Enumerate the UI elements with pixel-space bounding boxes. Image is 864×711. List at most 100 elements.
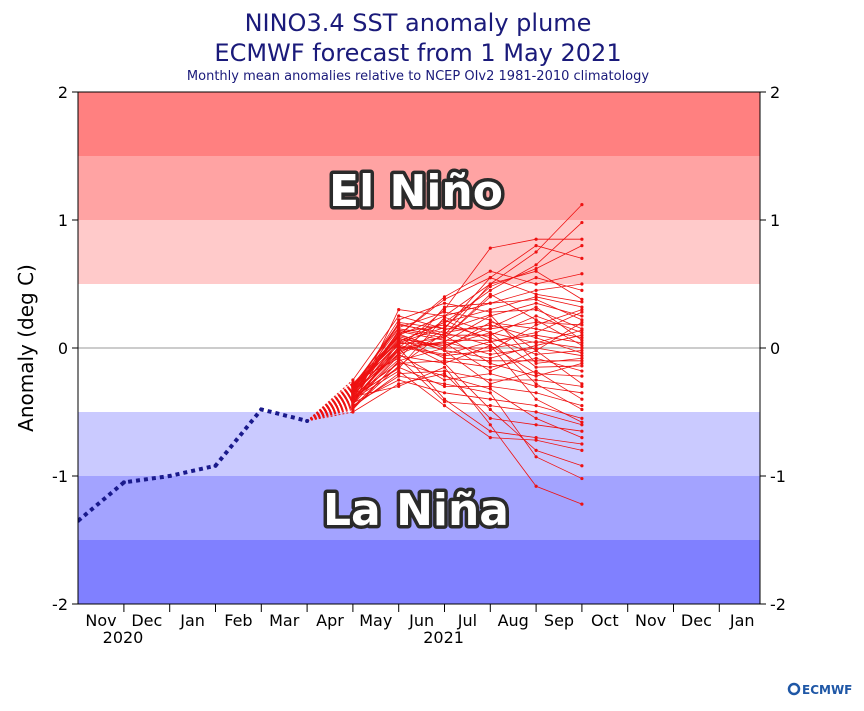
forecast-point <box>488 325 492 330</box>
forecast-point <box>397 372 401 376</box>
forecast-point <box>397 325 401 330</box>
forecast-point <box>442 359 447 363</box>
forecast-line <box>352 298 583 401</box>
forecast-point <box>534 318 538 322</box>
forecast-line <box>352 270 583 390</box>
forecast-point <box>534 292 538 296</box>
forecast-point <box>534 436 538 440</box>
forecast-plume <box>306 203 584 506</box>
x-year-label: 2020 <box>103 628 144 647</box>
forecast-point <box>534 320 538 324</box>
forecast-point <box>488 313 492 317</box>
forecast-point <box>534 397 538 401</box>
forecast-point <box>442 325 447 330</box>
forecast-point <box>442 310 447 314</box>
forecast-point <box>580 391 584 395</box>
forecast-point <box>397 374 401 378</box>
forecast-point <box>488 292 492 296</box>
forecast-point <box>442 374 447 378</box>
y-tick-label-right: 0 <box>770 339 780 358</box>
x-month-label: Mar <box>269 611 300 630</box>
forecast-point <box>488 331 492 335</box>
anomaly-bands <box>78 92 760 604</box>
forecast-point <box>580 397 584 401</box>
forecast-point <box>534 305 538 309</box>
forecast-point <box>488 346 492 350</box>
forecast-point <box>580 416 584 420</box>
forecast-point <box>397 354 401 358</box>
forecast-line <box>352 344 583 423</box>
chart-subtitle: Monthly mean anomalies relative to NCEP … <box>187 69 649 84</box>
forecast-line <box>352 309 583 404</box>
forecast-point <box>488 356 492 360</box>
forecast-point <box>534 276 538 280</box>
x-month-label: Jul <box>457 611 477 630</box>
forecast-point <box>580 297 584 301</box>
chart-title-line2: ECMWF forecast from 1 May 2021 <box>214 39 621 67</box>
y-tick-label-left: 0 <box>58 339 68 358</box>
forecast-point <box>534 333 538 337</box>
forecast-point <box>488 423 492 427</box>
forecast-point <box>534 288 538 292</box>
y-tick-label-left: 1 <box>58 211 68 230</box>
forecast-member <box>306 276 584 422</box>
forecast-point <box>488 284 492 289</box>
band-4 <box>78 412 760 476</box>
forecast-point <box>534 384 538 388</box>
forecast-line <box>352 361 583 438</box>
forecast-point <box>488 378 492 382</box>
forecast-point <box>580 361 584 365</box>
forecast-point <box>580 333 584 337</box>
forecast-line <box>352 316 583 397</box>
forecast-point <box>488 365 492 369</box>
forecast-point <box>488 343 492 348</box>
forecast-point <box>442 336 447 340</box>
forecast-point <box>580 320 584 324</box>
forecast-point <box>534 391 538 395</box>
forecast-point <box>397 364 401 368</box>
observed-point <box>78 518 81 523</box>
forecast-point <box>488 391 492 395</box>
forecast-point <box>534 359 538 363</box>
forecast-point <box>442 301 447 305</box>
forecast-point <box>580 300 584 304</box>
forecast-point <box>534 352 538 356</box>
forecast-point <box>534 267 538 271</box>
forecast-point <box>580 351 584 355</box>
forecast-point <box>534 423 538 427</box>
x-month-label: Nov <box>635 611 666 630</box>
forecast-point <box>488 336 492 340</box>
forecast-point <box>580 282 584 286</box>
forecast-point <box>580 288 584 292</box>
forecast-point <box>488 387 492 391</box>
forecast-point <box>534 356 538 360</box>
forecast-point <box>534 297 538 301</box>
forecast-point <box>397 382 401 386</box>
forecast-line <box>352 333 583 400</box>
forecast-point <box>580 407 584 412</box>
forecast-point <box>442 341 447 345</box>
forecast-point <box>442 369 447 373</box>
forecast-point <box>442 308 447 312</box>
forecast-line <box>352 293 583 396</box>
forecast-point <box>488 310 492 314</box>
forecast-point <box>488 246 492 250</box>
x-month-label: Apr <box>316 611 344 630</box>
forecast-point <box>534 404 538 408</box>
forecast-point <box>580 364 584 368</box>
x-month-label: Dec <box>131 611 162 630</box>
forecast-point <box>442 318 447 322</box>
band-6 <box>78 540 760 604</box>
forecast-point <box>351 380 355 385</box>
forecast-point <box>351 388 355 392</box>
forecast-point <box>580 272 584 276</box>
forecast-point <box>534 410 538 414</box>
forecast-point <box>534 382 538 386</box>
forecast-point <box>442 305 447 309</box>
forecast-member <box>306 308 584 422</box>
y-axis: 2 2 1 1 0 0 -1 -1 -2 -2 <box>52 83 786 614</box>
forecast-point <box>580 343 584 348</box>
forecast-point <box>534 378 538 382</box>
x-month-label: Jun <box>408 611 434 630</box>
